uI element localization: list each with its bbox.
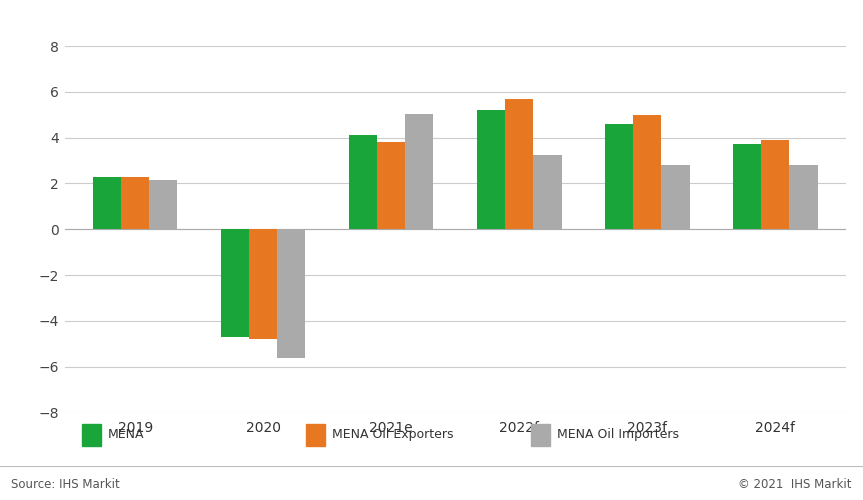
Text: MENA Oil Exporters: MENA Oil Exporters <box>332 428 454 442</box>
Bar <box>605 124 633 229</box>
FancyBboxPatch shape <box>531 424 550 446</box>
Text: MENA: Real GDP growth (%): MENA: Real GDP growth (%) <box>11 13 287 31</box>
Bar <box>633 114 661 229</box>
Bar <box>761 140 790 229</box>
Bar <box>477 110 505 229</box>
Bar <box>349 136 377 229</box>
Bar <box>406 114 433 229</box>
Bar <box>121 176 149 229</box>
Bar <box>221 229 249 337</box>
Bar <box>790 165 817 229</box>
Text: © 2021  IHS Markit: © 2021 IHS Markit <box>738 478 852 491</box>
Bar <box>149 180 178 229</box>
Bar <box>505 98 533 229</box>
FancyBboxPatch shape <box>306 424 325 446</box>
Bar <box>533 155 562 229</box>
Bar <box>377 142 406 229</box>
Text: MENA Oil Importers: MENA Oil Importers <box>557 428 678 442</box>
Bar <box>277 229 306 358</box>
FancyBboxPatch shape <box>82 424 101 446</box>
Bar <box>249 229 277 339</box>
Text: Source: IHS Markit: Source: IHS Markit <box>11 478 120 491</box>
Bar <box>93 176 121 229</box>
Bar <box>733 144 761 229</box>
Bar <box>661 165 690 229</box>
Text: MENA: MENA <box>108 428 144 442</box>
